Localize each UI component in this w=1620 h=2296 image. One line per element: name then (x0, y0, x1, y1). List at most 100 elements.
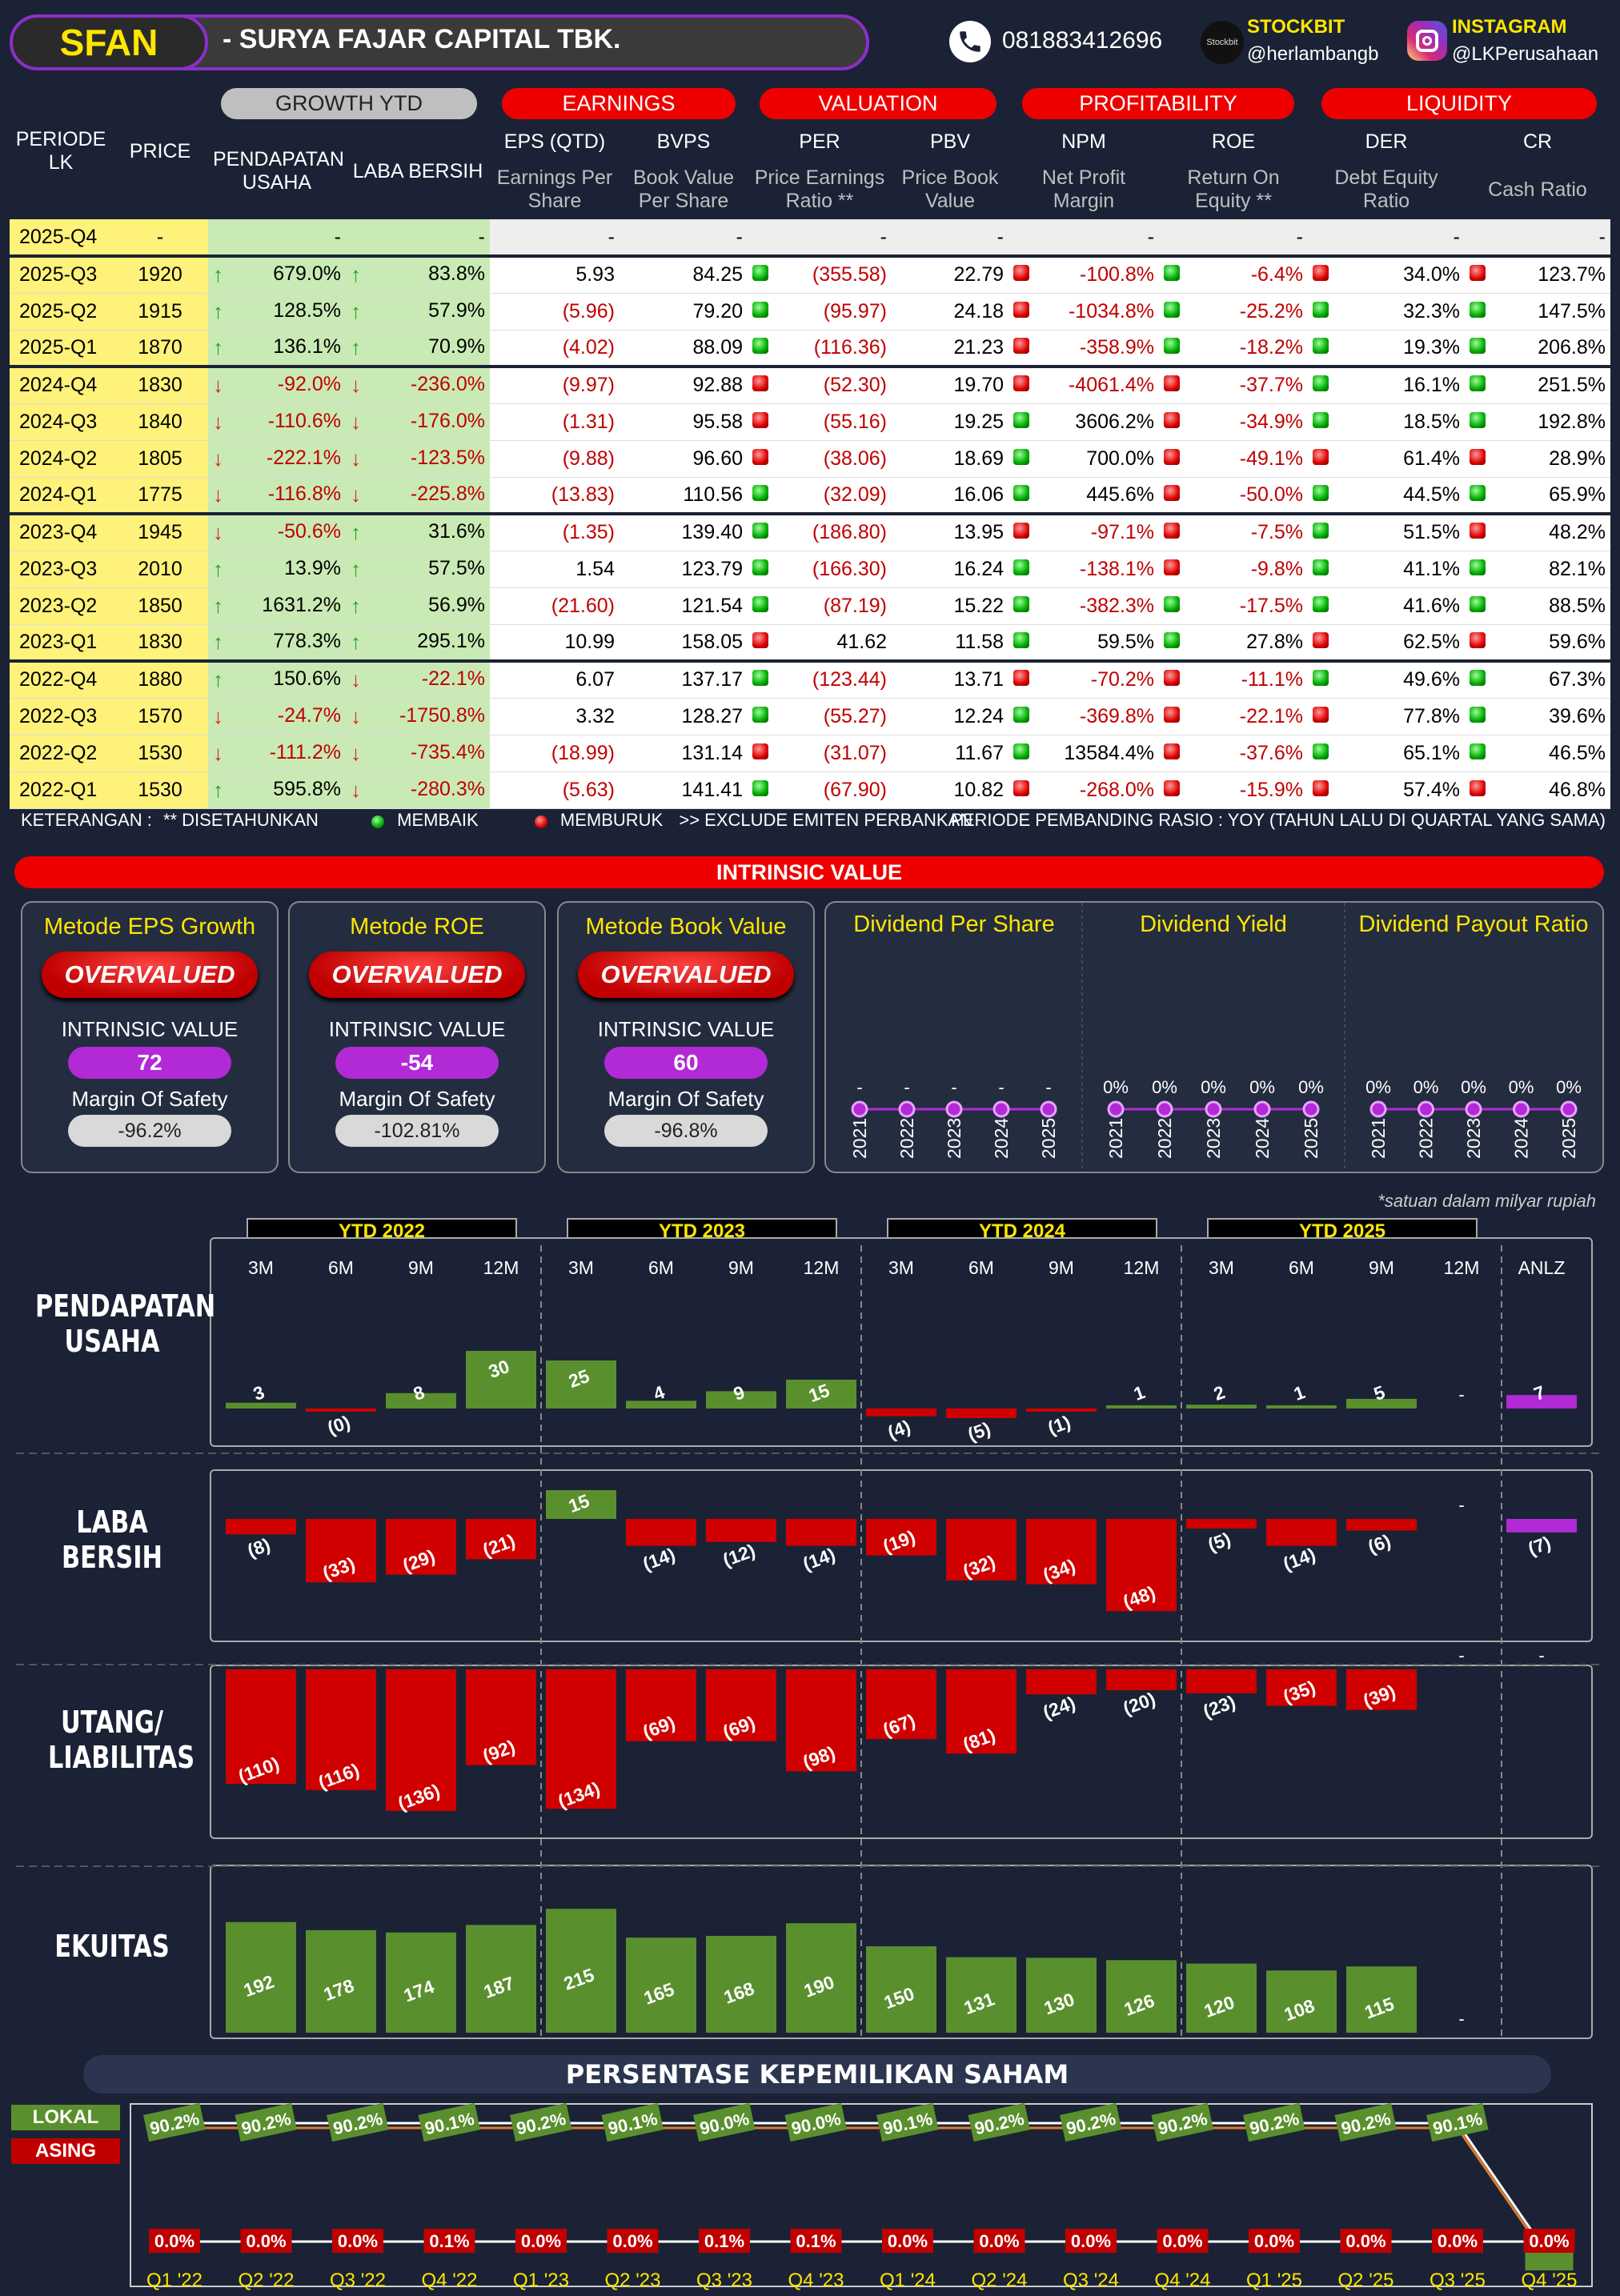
per-value: (123.44) (812, 668, 887, 691)
der-value: 32.3% (1403, 299, 1460, 323)
col-roe: ROE (1159, 123, 1308, 160)
green-light-icon (1313, 743, 1329, 759)
quarter-label: Q4 '22 (422, 2270, 478, 2291)
bar (1266, 1970, 1337, 2033)
bar (226, 1669, 296, 1784)
cell-eps: 6.07 (490, 659, 620, 699)
laba-value: -225.8% (410, 482, 485, 505)
dividend-value: 0% (1201, 1077, 1226, 1097)
quarter-label: Q4 '25 (1522, 2270, 1578, 2291)
dividend-value: 0% (1103, 1077, 1129, 1097)
der-value: 62.5% (1403, 630, 1460, 653)
laba-value: -280.3% (410, 777, 485, 800)
bvps-value: 139.40 (681, 521, 743, 544)
bar (466, 1351, 536, 1408)
table-row: 2024-Q2 1805 ↓ -222.1% ↓ -123.5% (9.88) 96.60 (3… (10, 440, 1610, 478)
per-value: (67.90) (823, 778, 887, 801)
dividend-year: 2023 (1463, 1118, 1484, 1159)
cell-pbv: 11.67 (892, 735, 1008, 772)
dividend-point (851, 1100, 868, 1118)
dividend-point (1465, 1100, 1482, 1118)
eps-value: 5.93 (575, 263, 615, 286)
iv-value: -54 (335, 1047, 499, 1079)
pend-value: -24.7% (277, 703, 341, 727)
cell-eps: (21.60) (490, 587, 620, 625)
asing-label-bg (149, 2229, 200, 2253)
bar (706, 1669, 776, 1741)
quarter-label: Q4 '23 (788, 2270, 844, 2291)
cell-price: 1805 (112, 440, 208, 478)
instagram-icon[interactable] (1407, 21, 1447, 61)
cell-pend: ↓ -24.7% (208, 698, 346, 735)
month-label: 12M (483, 1257, 519, 1278)
group-valuation: VALUATION (760, 87, 996, 119)
card-roe: Metode ROE OVERVALUED INTRINSIC VALUE -5… (288, 901, 546, 1173)
green-light-icon (1164, 631, 1180, 648)
pend-value: -92.0% (277, 373, 341, 396)
cr-value: 88.5% (1549, 594, 1606, 617)
cell-der: 57.4% (1308, 771, 1465, 809)
cell-laba: ↑ 57.5% (346, 551, 490, 588)
cell-price: 1850 (112, 587, 208, 625)
bvps-value: 137.17 (681, 668, 743, 691)
cell-pend: ↑ 679.0% (208, 254, 346, 294)
bar-label: (7) (1526, 1532, 1554, 1559)
cell-pend: ↑ 778.3% (208, 624, 346, 662)
lokal-label-bg (143, 2102, 206, 2142)
instagram-handle[interactable]: @LKPerusahaan (1452, 43, 1599, 65)
dividend-point (1040, 1100, 1057, 1118)
stockbit-handle[interactable]: @herlambangb (1247, 43, 1379, 65)
eps-value: (1.31) (562, 410, 615, 433)
roe-value: -18.2% (1239, 335, 1303, 359)
cell-per: - (748, 219, 892, 257)
whatsapp-icon[interactable] (949, 21, 991, 62)
cell-laba: ↓ -280.3% (346, 771, 490, 809)
col-der: DER (1308, 123, 1465, 160)
price-value: 1850 (138, 594, 182, 617)
table-row: 2022-Q2 1530 ↓ -111.2% ↓ -735.4% (18.99) 131.14… (10, 735, 1610, 772)
lokal-label-bg (327, 2102, 389, 2142)
table-row: 2024-Q4 1830 ↓ -92.0% ↓ -236.0% (9.97) 92.88 (52… (10, 365, 1610, 404)
lokal-label-bg (876, 2102, 939, 2142)
cell-der: 44.5% (1308, 477, 1465, 515)
cell-der: 41.1% (1308, 551, 1465, 588)
der-value: 16.1% (1403, 374, 1460, 397)
cell-pbv: 13.95 (892, 512, 1008, 551)
dividend-value: - (1045, 1077, 1051, 1097)
asing-label-bg (515, 2229, 567, 2253)
ownership-panel (130, 2103, 1593, 2287)
instagram-label: INSTAGRAM (1452, 16, 1567, 38)
bar (946, 1669, 1017, 1754)
dividend-year: 2024 (1511, 1118, 1532, 1159)
arrow-up-icon: ↑ (351, 335, 361, 359)
legend-notes: KETERANGAN : ** DISETAHUNKAN MEMBAIK MEM… (10, 810, 1610, 831)
col-pendapatan: PENDAPATAN USAHA (208, 123, 346, 219)
green-light-icon (1470, 484, 1486, 501)
cell-per: (116.36) (748, 330, 892, 367)
der-value: 77.8% (1403, 704, 1460, 727)
red-light-icon (752, 743, 768, 759)
eps-value: (21.60) (551, 594, 615, 617)
roe-value: -25.2% (1239, 299, 1303, 323)
price-value: 1530 (138, 741, 182, 764)
asing-label: 0.0% (154, 2231, 194, 2251)
asing-label-bg (1249, 2229, 1300, 2253)
cell-roe: - (1159, 219, 1308, 257)
mos-value: -96.2% (68, 1115, 231, 1147)
green-light-icon (1013, 706, 1029, 723)
dividend-chart: Dividend Per Share - 2021 - 2022 - 2023 - 2024 - 2… (849, 903, 1588, 1172)
pend-value: 128.5% (273, 299, 341, 322)
cell-bvps: 141.41 (620, 771, 748, 809)
phone-number[interactable]: 081883412696 (1002, 27, 1163, 54)
per-value: (31.07) (823, 741, 887, 764)
cell-npm: -100.8% (1008, 254, 1159, 294)
red-light-icon (1313, 448, 1329, 465)
lokal-label-bg (418, 2102, 481, 2142)
cell-der: 34.0% (1308, 254, 1465, 294)
cell-bvps: 95.58 (620, 403, 748, 441)
bar (1266, 1519, 1337, 1546)
bvps-value: 110.56 (683, 483, 743, 506)
col-npm: NPM (1008, 123, 1159, 160)
green-light-icon (1470, 375, 1486, 392)
lokal-label-bg (1151, 2102, 1214, 2142)
